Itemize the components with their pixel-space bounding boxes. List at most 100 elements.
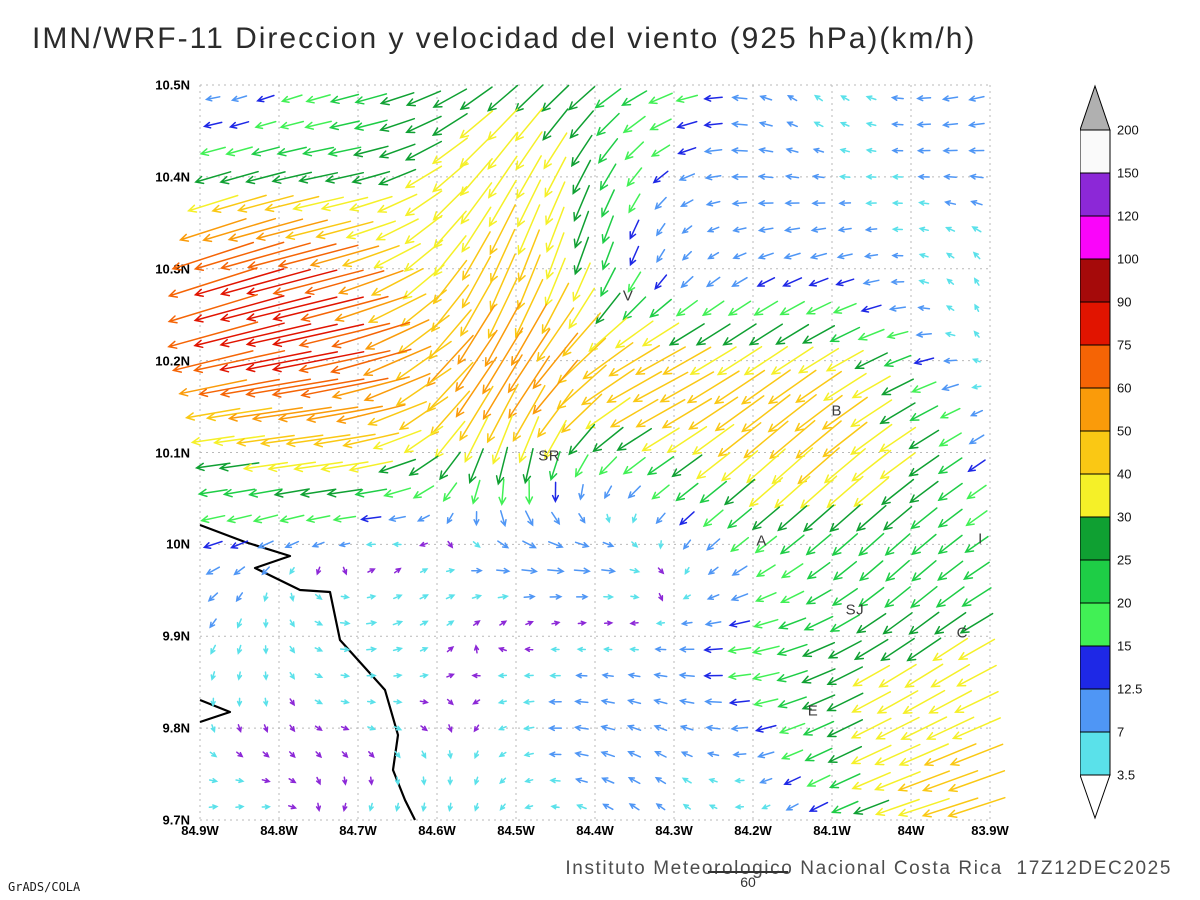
wind-arrow [943, 357, 958, 364]
wind-arrow [941, 95, 959, 102]
station-label-v: V [622, 287, 634, 305]
wind-arrow [236, 724, 242, 733]
wind-arrow [405, 90, 442, 107]
wind-arrow [348, 460, 393, 473]
wind-arrow [657, 567, 665, 575]
wind-arrow [331, 321, 411, 349]
wind-arrow [367, 293, 427, 323]
wind-arrow [341, 751, 349, 759]
wind-arrow [822, 372, 867, 401]
wind-arrow [576, 804, 587, 810]
wind-arrow [459, 158, 493, 197]
wind-arrow [705, 276, 721, 288]
colorbar-band [1080, 430, 1111, 475]
wind-arrow [252, 514, 279, 524]
wind-arrow [197, 488, 228, 498]
wind-arrow [655, 620, 666, 626]
wind-arrow [751, 645, 780, 655]
wind-arrow [928, 690, 973, 714]
wind-arrow [913, 357, 935, 366]
wind-arrow [969, 409, 984, 417]
wind-arrow [629, 245, 640, 267]
wind-arrow [826, 666, 864, 685]
wind-arrow [419, 594, 430, 600]
wind-arrow [603, 646, 613, 653]
wind-arrow [471, 594, 483, 600]
wind-arrow [525, 620, 534, 626]
wind-arrow [289, 698, 296, 707]
wind-arrow [263, 697, 269, 707]
wind-arrow [601, 672, 614, 679]
wind-arrow [459, 86, 493, 111]
wind-arrow [315, 802, 322, 812]
wind-arrow [968, 147, 985, 154]
wind-arrow [488, 179, 517, 228]
wind-arrow [826, 692, 864, 712]
wind-arrow [945, 252, 955, 259]
wind-arrow [655, 803, 666, 811]
wind-arrow [911, 560, 937, 582]
wind-arrow [211, 194, 267, 214]
wind-arrow [366, 672, 377, 679]
wind-arrow [918, 279, 930, 285]
wind-arrow [376, 193, 418, 213]
lon-axis-label: 84.1W [813, 823, 851, 838]
wind-arrow [649, 298, 672, 318]
wind-arrow [353, 119, 388, 131]
wind-arrow [910, 585, 938, 609]
wind-arrow [680, 620, 693, 627]
wind-arrow [757, 226, 774, 233]
wind-arrow [257, 540, 274, 549]
wind-arrow [367, 401, 427, 426]
colorbar-tick-label: 100 [1117, 252, 1139, 267]
wind-arrow [328, 120, 360, 131]
wind-arrow [446, 512, 454, 525]
wind-arrow [947, 796, 1006, 818]
wind-arrow [971, 384, 982, 390]
wind-arrow [368, 751, 375, 759]
wind-arrow [400, 289, 447, 328]
wind-arrow [695, 452, 731, 480]
wind-arrow [629, 567, 641, 574]
station-label-sr: SR [538, 447, 561, 465]
wind-arrow [876, 690, 919, 714]
wind-arrow [882, 612, 913, 635]
wind-arrow [885, 559, 910, 582]
wind-arrow [305, 94, 331, 104]
wind-arrow [679, 724, 694, 731]
wind-arrow [497, 699, 507, 705]
wind-arrow [956, 664, 997, 687]
wind-arrow [757, 200, 774, 207]
wind-arrow [654, 776, 667, 785]
wind-arrow [947, 770, 1006, 793]
wind-arrow [574, 541, 590, 548]
wind-arrow [549, 593, 563, 600]
wind-arrow [641, 427, 680, 452]
wind-arrow [886, 330, 909, 340]
wind-arrow [193, 322, 285, 349]
wind-arrow [734, 777, 745, 784]
wind-arrow [523, 751, 534, 758]
wind-arrow [783, 252, 801, 260]
wind-arrow [219, 323, 312, 348]
wind-arrow [314, 699, 324, 705]
wind-arrow [703, 672, 723, 680]
wind-arrow [813, 94, 824, 102]
wind-arrow [706, 538, 721, 551]
colorbar-tick-label: 20 [1117, 596, 1131, 611]
wind-arrow [890, 278, 905, 285]
wind-arrow [473, 724, 480, 733]
wind-arrow [329, 348, 412, 375]
wind-arrow [937, 457, 963, 475]
wind-arrow [228, 121, 250, 129]
wind-arrow [486, 383, 519, 444]
wind-arrow [930, 663, 971, 688]
wind-arrow [934, 611, 967, 635]
wind-arrow [734, 804, 745, 810]
wind-arrow [432, 186, 468, 221]
wind-arrow [852, 664, 891, 687]
wind-arrow [740, 369, 791, 405]
wind-arrow [499, 777, 507, 785]
wind-arrow [865, 147, 877, 154]
wind-arrow [701, 300, 725, 317]
